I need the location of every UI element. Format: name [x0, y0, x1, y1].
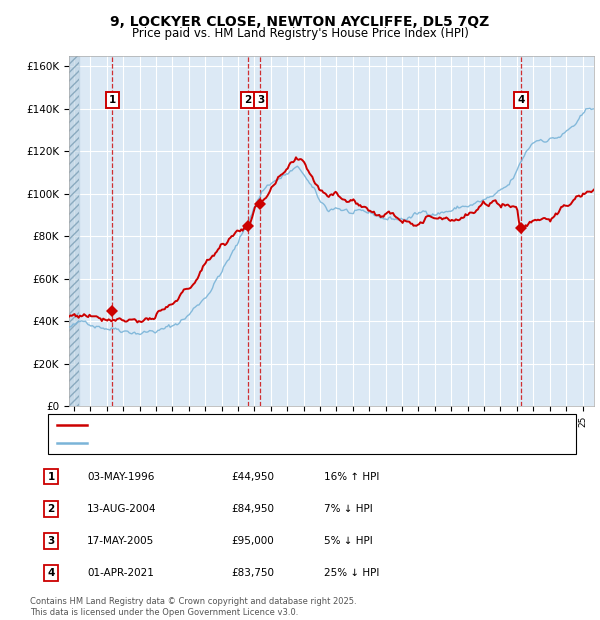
Text: £95,000: £95,000 [231, 536, 274, 546]
Text: 17-MAY-2005: 17-MAY-2005 [87, 536, 154, 546]
Text: 9, LOCKYER CLOSE, NEWTON AYCLIFFE, DL5 7QZ: 9, LOCKYER CLOSE, NEWTON AYCLIFFE, DL5 7… [110, 15, 490, 29]
Text: Price paid vs. HM Land Registry's House Price Index (HPI): Price paid vs. HM Land Registry's House … [131, 27, 469, 40]
Text: 01-APR-2021: 01-APR-2021 [87, 569, 154, 578]
Text: 03-MAY-1996: 03-MAY-1996 [87, 472, 154, 482]
Text: 9, LOCKYER CLOSE, NEWTON AYCLIFFE, DL5 7QZ (semi-detached house): 9, LOCKYER CLOSE, NEWTON AYCLIFFE, DL5 7… [91, 420, 452, 430]
Text: HPI: Average price, semi-detached house, County Durham: HPI: Average price, semi-detached house,… [91, 438, 382, 448]
Text: 13-AUG-2004: 13-AUG-2004 [87, 504, 157, 514]
Text: 25% ↓ HPI: 25% ↓ HPI [324, 569, 379, 578]
Text: 5% ↓ HPI: 5% ↓ HPI [324, 536, 373, 546]
Bar [69, 56, 79, 406]
Text: 1: 1 [109, 95, 116, 105]
Text: 7% ↓ HPI: 7% ↓ HPI [324, 504, 373, 514]
Text: £83,750: £83,750 [231, 569, 274, 578]
Text: 2: 2 [244, 95, 251, 105]
Bar [69, 56, 79, 406]
Text: 16% ↑ HPI: 16% ↑ HPI [324, 472, 379, 482]
Text: £84,950: £84,950 [231, 504, 274, 514]
Text: 2: 2 [47, 504, 55, 514]
Text: 4: 4 [517, 95, 524, 105]
Text: 4: 4 [47, 569, 55, 578]
Text: £44,950: £44,950 [231, 472, 274, 482]
Text: 1: 1 [47, 472, 55, 482]
Text: 3: 3 [47, 536, 55, 546]
Text: Contains HM Land Registry data © Crown copyright and database right 2025.
This d: Contains HM Land Registry data © Crown c… [30, 598, 356, 617]
Text: 3: 3 [257, 95, 264, 105]
